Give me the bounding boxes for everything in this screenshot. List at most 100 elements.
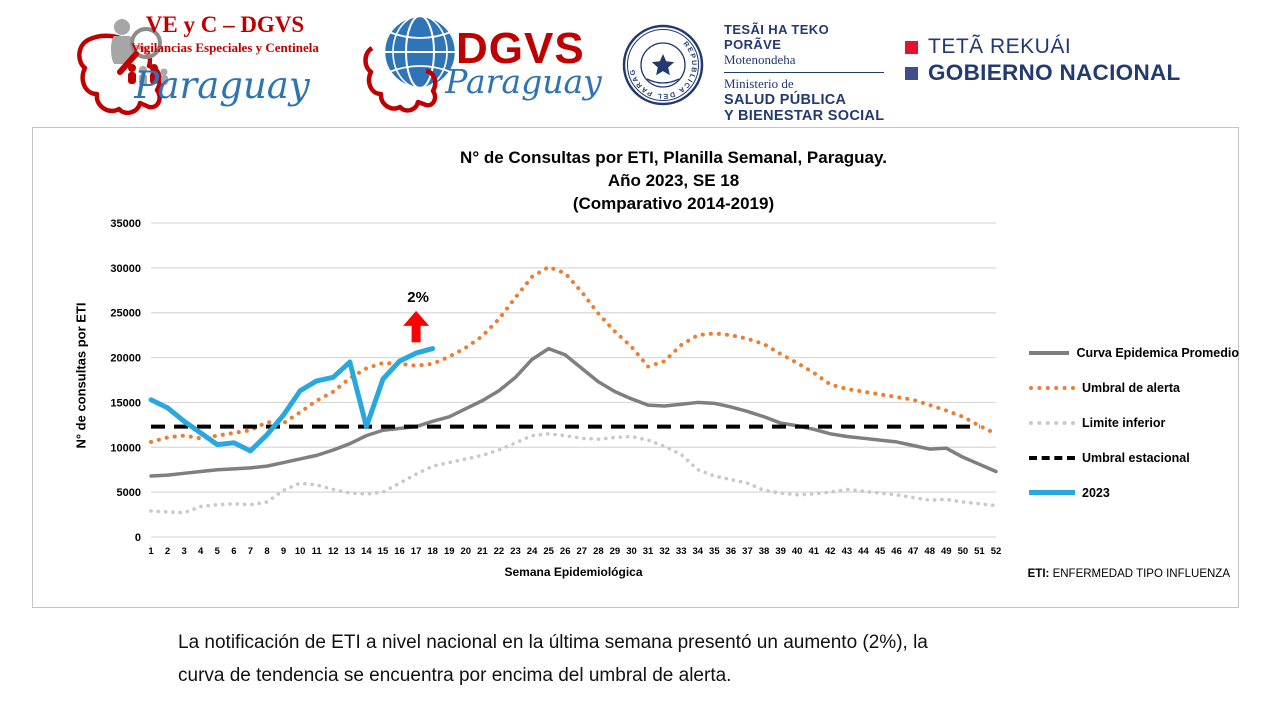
svg-text:28: 28 [593, 546, 604, 557]
republic-seal-icon: REPUBLICA DEL PARAGUAY [622, 24, 704, 106]
logo-ministerio-salud: REPUBLICA DEL PARAGUAY TESÃI HA TEKO POR… [620, 18, 900, 124]
increase-arrow-annotation: 2% [403, 289, 430, 343]
logo-vigilancias-especiales: VE y C – DGVS Vigilancias Especiales y C… [70, 8, 320, 122]
dgvs-logo-country: Paraguay [445, 62, 602, 101]
legend-sample-2023 [1029, 490, 1075, 495]
svg-text:16: 16 [394, 546, 405, 557]
chart-legend: Curva Epidemica Promedio Umbral de alerta… [1029, 335, 1239, 510]
svg-text:6: 6 [231, 546, 236, 557]
svg-text:1: 1 [148, 546, 154, 557]
chart-panel: N° de Consultas por ETI, Planilla Semana… [32, 127, 1239, 608]
eti-footnote-abbr: ETI: [1027, 568, 1050, 580]
svg-text:34: 34 [692, 546, 703, 557]
legend-sample-umbral-de-alerta [1029, 385, 1075, 390]
svg-text:43: 43 [842, 546, 853, 557]
svg-text:40: 40 [792, 546, 803, 557]
series-curva-epidemica-promedio [149, 346, 998, 478]
dgvs-logo-title: DGVS [456, 24, 585, 73]
chart-title-line3: (Comparativo 2014-2019) [572, 194, 775, 213]
svg-text:5000: 5000 [117, 487, 141, 499]
svg-text:35: 35 [709, 546, 720, 557]
svg-text:13: 13 [345, 546, 356, 557]
vec-logo-country: Paraguay [134, 64, 310, 107]
svg-text:36: 36 [726, 546, 737, 557]
svg-text:11: 11 [312, 546, 323, 557]
legend-sample-umbral-estacional [1029, 455, 1075, 460]
svg-text:46: 46 [891, 546, 902, 557]
svg-text:27: 27 [576, 546, 587, 557]
svg-text:22: 22 [494, 546, 505, 557]
legend-item-2023: 2023 [1029, 475, 1239, 510]
svg-text:10: 10 [295, 546, 306, 557]
legend-item-umbral-de-alerta: Umbral de alerta [1029, 370, 1239, 405]
globe-paraguay-icon [363, 14, 458, 113]
series-2023 [148, 346, 436, 454]
eti-footnote: ETI: ENFERMEDAD TIPO INFLUENZA [1028, 568, 1230, 580]
legend-sample-limite-inferior [1029, 420, 1075, 425]
svg-text:52: 52 [991, 546, 1002, 557]
svg-text:12: 12 [328, 546, 339, 557]
svg-text:30000: 30000 [110, 263, 141, 275]
svg-text:51: 51 [974, 546, 985, 557]
svg-text:37: 37 [742, 546, 753, 557]
svg-text:21: 21 [477, 546, 488, 557]
svg-text:32: 32 [659, 546, 670, 557]
chart-title-line1: N° de Consultas por ETI, Planilla Semana… [460, 148, 887, 167]
svg-text:19: 19 [444, 546, 455, 557]
svg-text:15000: 15000 [110, 397, 141, 409]
svg-text:10000: 10000 [110, 442, 141, 454]
svg-text:7: 7 [248, 546, 253, 557]
x-tick-labels: 1 2 3 4 5 6 7 8 9 10 11 12 13 14 15 16 17 18 19 20 21 22 23 24 2… [148, 546, 1001, 557]
blue-square-icon [905, 66, 918, 80]
legend-item-umbral-estacional: Umbral estacional [1029, 440, 1239, 475]
eti-footnote-text: ENFERMEDAD TIPO INFLUENZA [1049, 568, 1230, 580]
vec-logo-title: VE y C – DGVS [145, 12, 305, 37]
svg-text:39: 39 [775, 546, 786, 557]
svg-text:44: 44 [858, 546, 869, 557]
msp-line4: Ministerio de [724, 76, 794, 91]
legend-label-curva-epidemica-promedio: Curva Epidemica Promedio [1076, 345, 1239, 360]
legend-item-curva-epidemica-promedio: Curva Epidemica Promedio [1029, 335, 1239, 370]
svg-text:49: 49 [941, 546, 952, 557]
svg-text:14: 14 [361, 546, 372, 557]
legend-label-2023: 2023 [1082, 485, 1110, 500]
svg-text:20000: 20000 [110, 353, 141, 365]
svg-text:38: 38 [759, 546, 770, 557]
svg-text:9: 9 [281, 546, 286, 557]
annotation-label: 2% [407, 289, 429, 306]
svg-text:23: 23 [510, 546, 521, 557]
logo-gobierno-nacional: TETÃ REKUÁI GOBIERNO NACIONAL [905, 30, 1235, 90]
crowd-icon [128, 64, 168, 86]
legend-label-umbral-de-alerta: Umbral de alerta [1082, 380, 1180, 395]
msp-line3: Motenondeha [724, 52, 796, 67]
svg-text:4: 4 [198, 546, 204, 557]
svg-text:3: 3 [181, 546, 186, 557]
svg-text:41: 41 [808, 546, 819, 557]
svg-text:42: 42 [825, 546, 836, 557]
vec-logo-subtitle: Vigilancias Especiales y Centinela [131, 40, 319, 55]
red-square-icon [905, 40, 918, 54]
svg-text:29: 29 [610, 546, 621, 557]
svg-text:47: 47 [908, 546, 919, 557]
svg-text:30: 30 [626, 546, 637, 557]
gob-line1: TETÃ REKUÁI [928, 35, 1072, 58]
chart-title: N° de Consultas por ETI, Planilla Semana… [71, 146, 1273, 215]
msp-line6: Y BIENESTAR SOCIAL [724, 108, 885, 124]
gob-line2: GOBIERNO NACIONAL [928, 60, 1181, 85]
msp-line1: TESÃI HA TEKO [724, 22, 830, 37]
svg-text:20: 20 [461, 546, 472, 557]
svg-text:48: 48 [924, 546, 935, 557]
svg-text:50: 50 [958, 546, 969, 557]
logo-dgvs: DGVS Paraguay [358, 10, 613, 115]
svg-text:5: 5 [215, 546, 221, 557]
legend-sample-curva-epidemica-promedio [1029, 350, 1070, 355]
svg-text:8: 8 [264, 546, 269, 557]
legend-item-limite-inferior: Limite inferior [1029, 405, 1239, 440]
svg-text:35000: 35000 [110, 218, 141, 230]
series-limite-inferior [149, 432, 998, 515]
msp-divider [724, 72, 884, 73]
chart-title-line2: Año 2023, SE 18 [607, 171, 740, 190]
legend-label-umbral-estacional: Umbral estacional [1082, 450, 1190, 465]
svg-text:45: 45 [875, 546, 886, 557]
